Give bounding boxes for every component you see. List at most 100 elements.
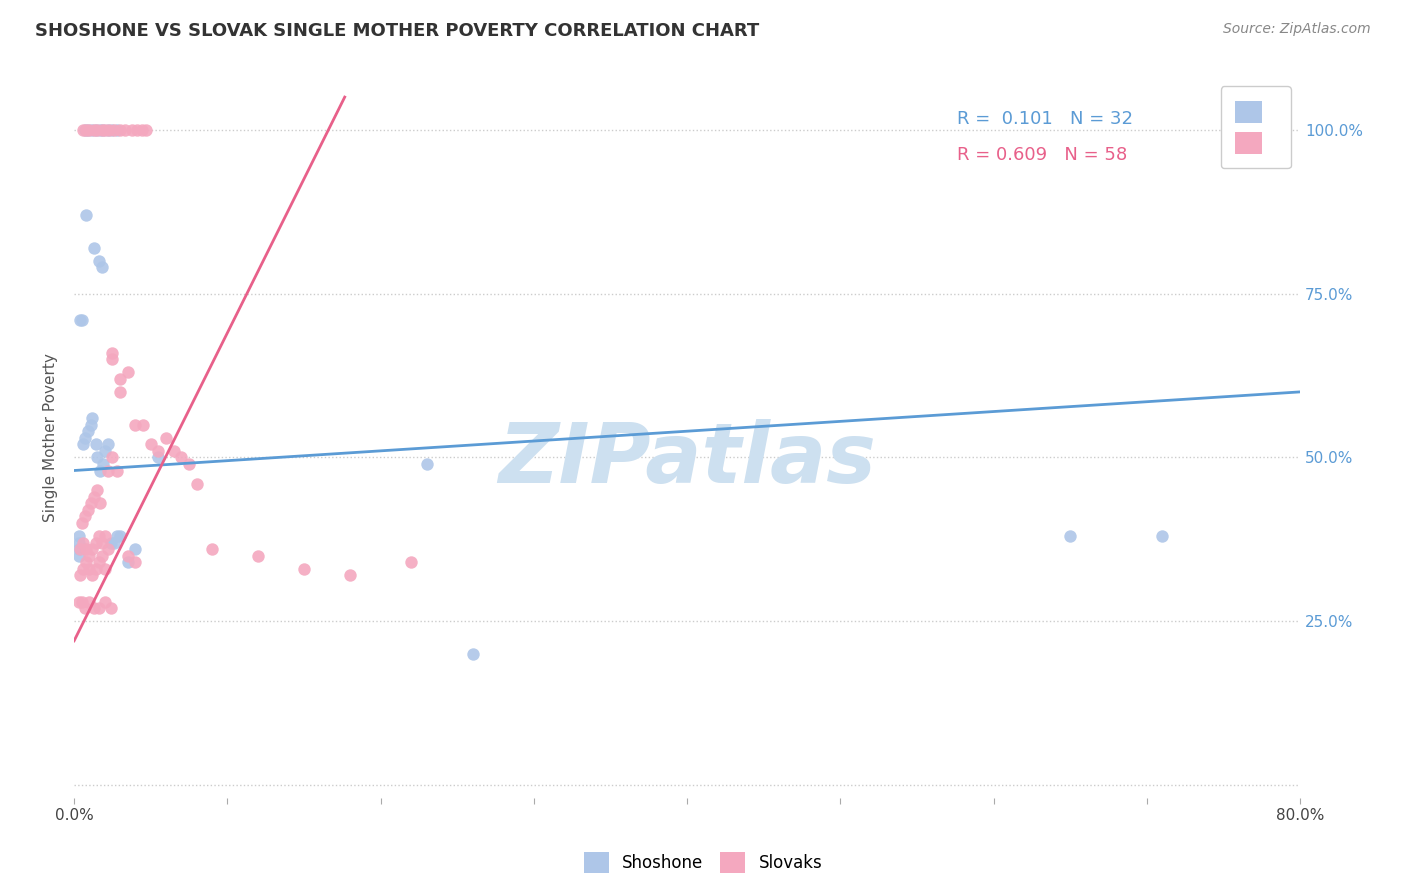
Point bbox=[75, 123, 97, 137]
Point bbox=[73, 123, 96, 137]
Point bbox=[155, 431, 177, 445]
Point bbox=[87, 253, 110, 268]
Point bbox=[100, 601, 122, 615]
Point bbox=[177, 457, 200, 471]
Point bbox=[108, 123, 131, 137]
Point bbox=[84, 562, 107, 576]
Point bbox=[97, 123, 120, 137]
Point bbox=[415, 457, 437, 471]
Point bbox=[86, 483, 108, 498]
Point bbox=[73, 509, 96, 524]
Point bbox=[72, 123, 94, 137]
Point bbox=[124, 542, 146, 557]
Point bbox=[125, 123, 148, 137]
Point bbox=[84, 535, 107, 549]
Point bbox=[108, 384, 131, 399]
Point bbox=[117, 555, 139, 569]
Point bbox=[86, 123, 108, 137]
Point bbox=[69, 568, 91, 582]
Point bbox=[148, 450, 170, 465]
Point bbox=[72, 437, 94, 451]
Point bbox=[90, 549, 112, 563]
Point bbox=[75, 555, 97, 569]
Point bbox=[97, 437, 120, 451]
Text: R = 0.609   N = 58: R = 0.609 N = 58 bbox=[956, 146, 1128, 164]
Point bbox=[135, 123, 157, 137]
Point bbox=[84, 123, 107, 137]
Text: Source: ZipAtlas.com: Source: ZipAtlas.com bbox=[1223, 22, 1371, 37]
Point bbox=[399, 555, 422, 569]
Point bbox=[67, 529, 90, 543]
Point bbox=[100, 535, 122, 549]
Point bbox=[70, 313, 93, 327]
Point bbox=[90, 535, 112, 549]
Point bbox=[1152, 529, 1174, 543]
Point bbox=[89, 463, 111, 477]
Point bbox=[82, 568, 104, 582]
Text: R =  0.101   N = 32: R = 0.101 N = 32 bbox=[956, 110, 1133, 128]
Point bbox=[83, 490, 105, 504]
Point bbox=[101, 352, 124, 367]
Point bbox=[80, 496, 103, 510]
Point bbox=[97, 463, 120, 477]
Point bbox=[83, 601, 105, 615]
Point bbox=[121, 123, 143, 137]
Point bbox=[67, 594, 90, 608]
Point bbox=[87, 529, 110, 543]
Point bbox=[90, 260, 112, 275]
Y-axis label: Single Mother Poverty: Single Mother Poverty bbox=[44, 353, 58, 522]
Point bbox=[93, 562, 115, 576]
Point bbox=[79, 549, 101, 563]
Point bbox=[105, 123, 128, 137]
Point bbox=[77, 503, 100, 517]
Point bbox=[79, 594, 101, 608]
Point bbox=[461, 647, 484, 661]
Point bbox=[101, 345, 124, 359]
Point bbox=[163, 443, 186, 458]
Point bbox=[105, 529, 128, 543]
Point bbox=[97, 542, 120, 557]
Point bbox=[73, 431, 96, 445]
Point bbox=[69, 542, 91, 557]
Point bbox=[246, 549, 269, 563]
Point bbox=[82, 542, 104, 557]
Point bbox=[75, 542, 97, 557]
Point bbox=[98, 123, 121, 137]
Point bbox=[139, 437, 162, 451]
Point bbox=[67, 549, 90, 563]
Point bbox=[117, 549, 139, 563]
Legend: Shoshone, Slovaks: Shoshone, Slovaks bbox=[578, 846, 828, 880]
Point bbox=[101, 123, 124, 137]
Point bbox=[105, 463, 128, 477]
Point bbox=[90, 123, 112, 137]
Point bbox=[83, 123, 105, 137]
Point bbox=[67, 542, 90, 557]
Point bbox=[103, 535, 125, 549]
Text: SHOSHONE VS SLOVAK SINGLE MOTHER POVERTY CORRELATION CHART: SHOSHONE VS SLOVAK SINGLE MOTHER POVERTY… bbox=[35, 22, 759, 40]
Point bbox=[67, 535, 90, 549]
Point bbox=[170, 450, 193, 465]
Point bbox=[201, 542, 224, 557]
Point bbox=[83, 241, 105, 255]
Point bbox=[72, 562, 94, 576]
Point bbox=[114, 123, 136, 137]
Point bbox=[131, 123, 153, 137]
Point bbox=[91, 457, 114, 471]
Point bbox=[124, 417, 146, 432]
Point bbox=[339, 568, 361, 582]
Point bbox=[103, 123, 125, 137]
Point bbox=[93, 443, 115, 458]
Point bbox=[292, 562, 315, 576]
Point bbox=[82, 411, 104, 425]
Legend: , : , bbox=[1220, 87, 1291, 169]
Point bbox=[93, 529, 115, 543]
Point bbox=[132, 417, 155, 432]
Point bbox=[1059, 529, 1081, 543]
Point bbox=[73, 601, 96, 615]
Point bbox=[93, 123, 115, 137]
Point bbox=[69, 313, 91, 327]
Point bbox=[89, 496, 111, 510]
Point bbox=[108, 529, 131, 543]
Text: ZIPatlas: ZIPatlas bbox=[498, 419, 876, 500]
Point bbox=[72, 535, 94, 549]
